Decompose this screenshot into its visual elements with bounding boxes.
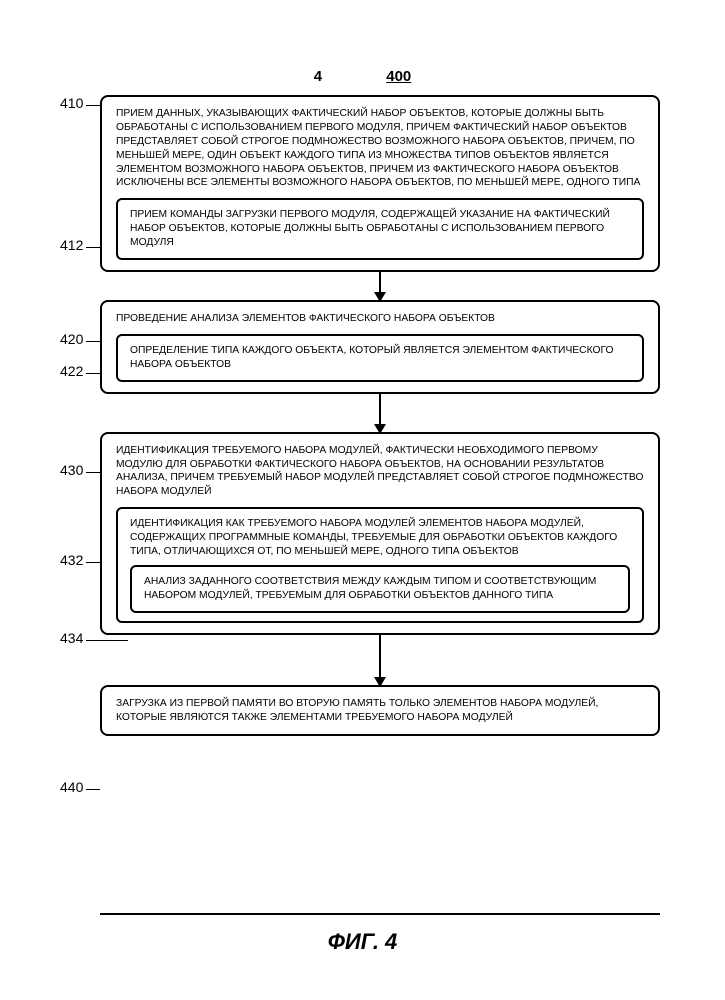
block-432-text: ИДЕНТИФИКАЦИЯ КАК ТРЕБУЕМОГО НАБОРА МОДУ…: [130, 517, 630, 559]
block-434-text: АНАЛИЗ ЗАДАННОГО СООТВЕТСТВИЯ МЕЖДУ КАЖД…: [144, 575, 616, 603]
page-ref: 400: [386, 68, 411, 85]
label-430: 430: [60, 462, 83, 478]
arrow-2: [379, 394, 381, 432]
block-422: ОПРЕДЕЛЕНИЕ ТИПА КАЖДОГО ОБЪЕКТА, КОТОРЫ…: [116, 334, 644, 382]
block-432: ИДЕНТИФИКАЦИЯ КАК ТРЕБУЕМОГО НАБОРА МОДУ…: [116, 507, 644, 622]
page-number: 4: [314, 68, 322, 85]
label-432: 432: [60, 552, 83, 568]
bottom-rule: [100, 913, 660, 915]
connector-430: [86, 472, 100, 473]
arrow-3: [379, 635, 381, 685]
block-412: ПРИЕМ КОМАНДЫ ЗАГРУЗКИ ПЕРВОГО МОДУЛЯ, С…: [116, 198, 644, 260]
block-434: АНАЛИЗ ЗАДАННОГО СООТВЕТСТВИЯ МЕЖДУ КАЖД…: [130, 565, 630, 613]
label-420: 420: [60, 331, 83, 347]
block-410: ПРИЕМ ДАННЫХ, УКАЗЫВАЮЩИХ ФАКТИЧЕСКИЙ НА…: [100, 95, 660, 272]
label-440: 440: [60, 779, 83, 795]
label-434: 434: [60, 630, 83, 646]
flowchart: ПРИЕМ ДАННЫХ, УКАЗЫВАЮЩИХ ФАКТИЧЕСКИЙ НА…: [100, 95, 660, 736]
block-412-text: ПРИЕМ КОМАНДЫ ЗАГРУЗКИ ПЕРВОГО МОДУЛЯ, С…: [130, 208, 630, 250]
arrow-1: [379, 272, 381, 300]
label-412: 412: [60, 237, 83, 253]
label-410: 410: [60, 95, 83, 111]
figure-caption: ФИГ. 4: [0, 929, 725, 955]
connector-410: [86, 105, 100, 106]
page-header: 4 400: [0, 68, 725, 85]
block-420-text: ПРОВЕДЕНИЕ АНАЛИЗА ЭЛЕМЕНТОВ ФАКТИЧЕСКОГ…: [116, 312, 644, 326]
block-440: ЗАГРУЗКА ИЗ ПЕРВОЙ ПАМЯТИ ВО ВТОРУЮ ПАМЯ…: [100, 685, 660, 737]
label-422: 422: [60, 363, 83, 379]
block-410-text: ПРИЕМ ДАННЫХ, УКАЗЫВАЮЩИХ ФАКТИЧЕСКИЙ НА…: [116, 107, 644, 190]
block-422-text: ОПРЕДЕЛЕНИЕ ТИПА КАЖДОГО ОБЪЕКТА, КОТОРЫ…: [130, 344, 630, 372]
connector-440: [86, 789, 100, 790]
block-440-text: ЗАГРУЗКА ИЗ ПЕРВОЙ ПАМЯТИ ВО ВТОРУЮ ПАМЯ…: [116, 697, 644, 725]
block-420: ПРОВЕДЕНИЕ АНАЛИЗА ЭЛЕМЕНТОВ ФАКТИЧЕСКОГ…: [100, 300, 660, 394]
block-430-text: ИДЕНТИФИКАЦИЯ ТРЕБУЕМОГО НАБОРА МОДУЛЕЙ,…: [116, 444, 644, 500]
connector-420: [86, 341, 100, 342]
block-430: ИДЕНТИФИКАЦИЯ ТРЕБУЕМОГО НАБОРА МОДУЛЕЙ,…: [100, 432, 660, 635]
